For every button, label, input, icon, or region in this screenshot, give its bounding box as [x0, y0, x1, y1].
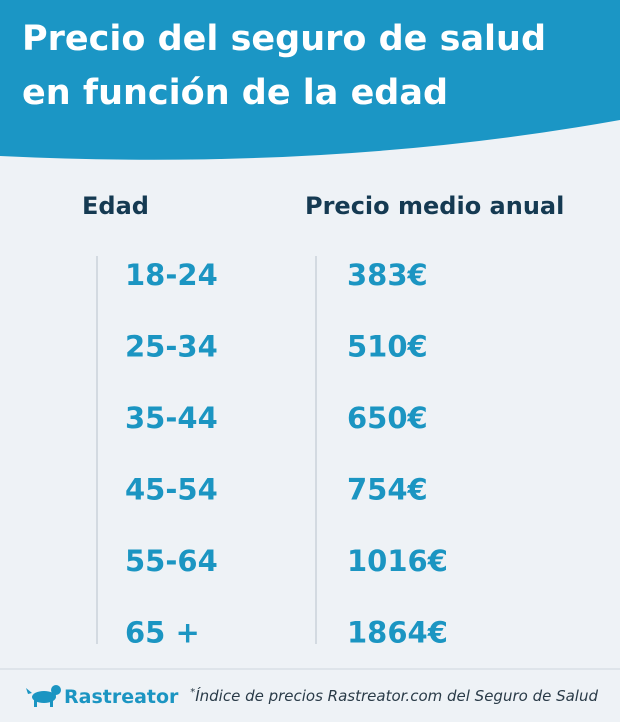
annual-price: 1864€ [347, 616, 448, 650]
annual-price: 1016€ [347, 544, 448, 578]
column-header: Precio medio anual [305, 192, 564, 220]
footnote: *Índice de precios Rastreator.com del Se… [190, 686, 598, 705]
logo-icon [26, 685, 61, 707]
title-line: en función de la edad [22, 73, 448, 113]
brand-name: Rastreator [64, 686, 179, 708]
age-range: 18-24 [125, 258, 218, 292]
title-line: Precio del seguro de salud [22, 19, 546, 59]
age-range: 65 + [125, 616, 200, 650]
annual-price: 754€ [347, 473, 428, 507]
column-header: Edad [82, 192, 149, 220]
footnote-text: Índice de precios Rastreator.com del Seg… [195, 686, 598, 705]
age-range: 35-44 [125, 401, 218, 435]
annual-price: 650€ [347, 401, 428, 435]
age-range: 55-64 [125, 544, 218, 578]
footnote-mark: * [190, 687, 195, 698]
age-range: 25-34 [125, 330, 218, 364]
annual-price: 383€ [347, 258, 428, 292]
header-band [0, 0, 620, 160]
age-range: 45-54 [125, 473, 218, 507]
annual-price: 510€ [347, 330, 428, 364]
table-body: 18-24 383€ 25-34 510€ 35-44 650€ 45-54 754€ 55-6… [125, 258, 448, 650]
